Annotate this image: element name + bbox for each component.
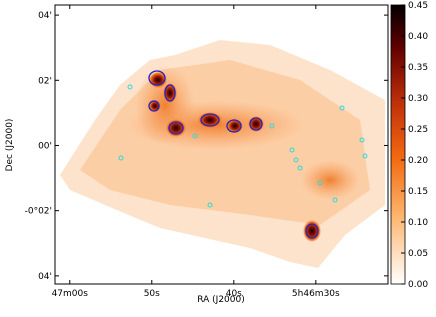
colorbar-tick-label: 0.05: [408, 249, 428, 259]
y-tick-label: 00': [38, 141, 52, 151]
colorbar-tick-label: 0.45: [408, 1, 428, 11]
x-tick-label: 40s: [226, 289, 242, 299]
x-tick-label: 47m00s: [52, 289, 89, 299]
colorbar-tick-label: 0.30: [408, 94, 428, 104]
image: [54, 4, 389, 285]
colorbar-tick-label: 0.40: [408, 32, 428, 42]
colorbar-tick-label: 0.15: [408, 187, 428, 197]
colorbar-tick-label: 0.10: [408, 218, 428, 228]
colorbar: [390, 4, 406, 285]
y-tick-label: -0°02': [25, 207, 52, 217]
x-tick-label: 50s: [144, 289, 160, 299]
colorbar-tick-label: 0.25: [408, 125, 428, 135]
colorbar-tick-label: 0.00: [408, 280, 428, 290]
x-axis-label: RA (J2000): [197, 295, 245, 305]
y-tick-label: 02': [38, 76, 52, 86]
colorbar-tick-label: 0.20: [408, 156, 428, 166]
y-axis-label: Dec (J2000): [5, 119, 15, 172]
y-tick-label: 04': [38, 272, 52, 282]
x-tick-label: 5h46m30s: [292, 289, 340, 299]
y-tick-label: 04': [38, 11, 52, 21]
colorbar-tick-label: 0.35: [408, 63, 428, 73]
